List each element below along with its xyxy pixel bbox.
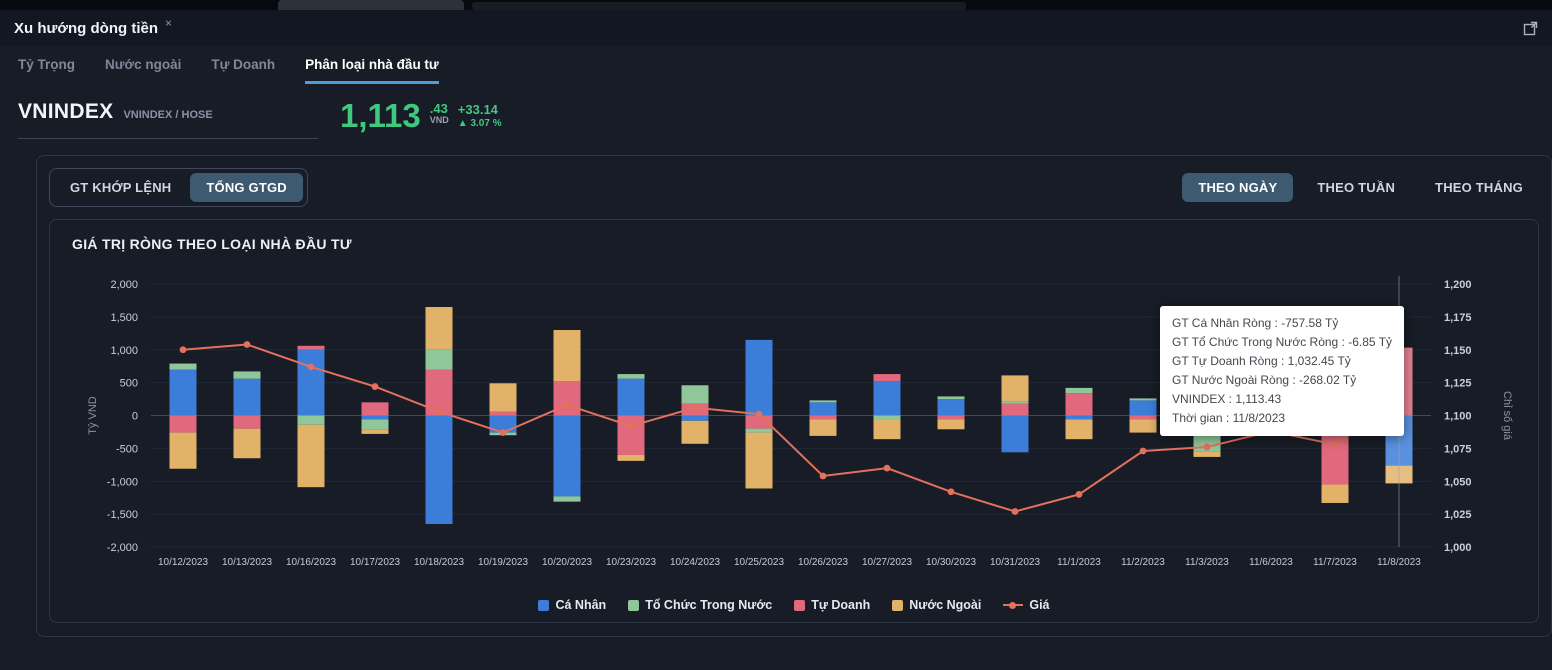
chart-legend: Cá Nhân Tổ Chức Trong Nước Tự Doanh Nước Ng… xyxy=(56,598,1532,612)
theo-ngay-button[interactable]: THEO NGÀY xyxy=(1182,173,1294,202)
legend-item[interactable]: Cá Nhân xyxy=(538,598,606,612)
gt-khop-lenh-button[interactable]: GT KHỚP LỆNH xyxy=(54,173,187,202)
svg-text:1,500: 1,500 xyxy=(110,312,138,324)
index-price-decimal: .43 xyxy=(429,101,448,116)
index-symbol-block: VNINDEX VNINDEX / HOSE xyxy=(18,100,318,139)
line-swatch xyxy=(1003,601,1024,609)
value-type-toggle: GT KHỚP LỆNH TỔNG GTGD xyxy=(49,168,308,207)
svg-text:1,000: 1,000 xyxy=(1444,542,1472,554)
svg-text:10/24/2023: 10/24/2023 xyxy=(670,557,720,568)
legend-label: Tổ Chức Trong Nước xyxy=(645,598,773,612)
svg-text:10/31/2023: 10/31/2023 xyxy=(990,557,1040,568)
browser-tab-remnant xyxy=(278,0,464,10)
subnav-ty-trong[interactable]: Tỷ Trọng xyxy=(18,57,75,72)
legend-swatch xyxy=(794,599,806,611)
svg-text:10/19/2023: 10/19/2023 xyxy=(478,557,528,568)
legend-swatch xyxy=(892,599,904,611)
svg-text:10/17/2023: 10/17/2023 xyxy=(350,557,400,568)
svg-text:-1,500: -1,500 xyxy=(107,509,138,521)
legend-item-price-line[interactable]: Giá xyxy=(1003,598,1050,612)
address-bar-remnant xyxy=(472,2,966,10)
app-tab-bar: Xu hướng dòng tiền × xyxy=(0,10,1552,46)
legend-item[interactable]: Tự Doanh xyxy=(794,598,870,612)
index-subtitle: VNINDEX / HOSE xyxy=(123,109,213,121)
period-toggle: THEO NGÀY THEO TUẦN THEO THÁNG xyxy=(1182,173,1539,202)
tab-money-flow-trend[interactable]: Xu hướng dòng tiền xyxy=(14,19,159,37)
svg-text:10/30/2023: 10/30/2023 xyxy=(926,557,976,568)
subnav: Tỷ Trọng Nước ngoài Tự Doanh Phân loại n… xyxy=(0,46,1552,84)
svg-text:1,050: 1,050 xyxy=(1444,476,1472,488)
svg-text:11/6/2023: 11/6/2023 xyxy=(1249,557,1293,568)
svg-text:-1,000: -1,000 xyxy=(107,476,138,488)
svg-text:0: 0 xyxy=(132,411,138,423)
legend-swatch xyxy=(538,599,550,611)
svg-text:1,200: 1,200 xyxy=(1444,279,1472,291)
legend-label: Nước Ngoài xyxy=(909,598,982,612)
svg-text:10/18/2023: 10/18/2023 xyxy=(414,557,464,568)
svg-text:1,125: 1,125 xyxy=(1444,378,1472,390)
tooltip-line: VNINDEX : 1,113.43 xyxy=(1172,391,1282,406)
svg-text:2,000: 2,000 xyxy=(110,279,138,291)
svg-text:1,000: 1,000 xyxy=(110,345,138,357)
svg-text:Chỉ số giá: Chỉ số giá xyxy=(1501,391,1513,441)
svg-text:11/8/2023: 11/8/2023 xyxy=(1377,557,1421,568)
index-header: VNINDEX VNINDEX / HOSE 1,113 .43 VND +33… xyxy=(18,97,1534,139)
svg-text:500: 500 xyxy=(120,378,138,390)
money-flow-panel: GT KHỚP LỆNH TỔNG GTGD THEO NGÀY THEO TU… xyxy=(36,155,1552,637)
close-icon[interactable]: × xyxy=(165,16,173,30)
index-price-block: 1,113 .43 VND +33.14 ▲ 3.07 % xyxy=(340,97,502,134)
svg-text:10/16/2023: 10/16/2023 xyxy=(286,557,336,568)
subnav-tu-doanh[interactable]: Tự Doanh xyxy=(211,57,276,72)
legend-item[interactable]: Tổ Chức Trong Nước xyxy=(628,598,772,612)
svg-text:10/20/2023: 10/20/2023 xyxy=(542,557,592,568)
svg-text:10/26/2023: 10/26/2023 xyxy=(798,557,848,568)
svg-text:10/27/2023: 10/27/2023 xyxy=(862,557,912,568)
popout-icon[interactable] xyxy=(1523,21,1538,36)
legend-label: Cá Nhân xyxy=(555,598,607,612)
legend-item[interactable]: Nước Ngoài xyxy=(892,598,981,612)
theo-thang-button[interactable]: THEO THÁNG xyxy=(1419,173,1539,202)
tooltip-line: GT Tổ Chức Trong Nước Ròng : -6.85 Tỷ xyxy=(1172,334,1393,349)
svg-text:1,150: 1,150 xyxy=(1444,345,1472,357)
svg-text:11/1/2023: 11/1/2023 xyxy=(1057,557,1101,568)
svg-text:-2,000: -2,000 xyxy=(107,542,138,554)
index-change-pct: ▲ 3.07 % xyxy=(457,117,502,129)
svg-text:10/25/2023: 10/25/2023 xyxy=(734,557,784,568)
legend-swatch xyxy=(628,599,640,611)
chart-controls: GT KHỚP LỆNH TỔNG GTGD THEO NGÀY THEO TU… xyxy=(49,168,1539,207)
svg-text:1,100: 1,100 xyxy=(1444,411,1472,423)
subnav-nuoc-ngoai[interactable]: Nước ngoài xyxy=(105,57,182,72)
tooltip-line: GT Tự Doanh Ròng : 1,032.45 Tỷ xyxy=(1172,353,1351,368)
svg-text:10/23/2023: 10/23/2023 xyxy=(606,557,656,568)
svg-text:1,025: 1,025 xyxy=(1444,509,1472,521)
index-currency: VND xyxy=(429,115,449,126)
tooltip-line: GT Nước Ngoài Ròng : -268.02 Tỷ xyxy=(1172,372,1357,387)
index-change: +33.14 xyxy=(457,102,498,117)
tooltip-line: GT Cá Nhân Ròng : -757.58 Tỷ xyxy=(1172,316,1339,330)
svg-text:-500: -500 xyxy=(116,443,138,455)
subnav-phan-loai-nha-dau-tu[interactable]: Phân loại nhà đầu tư xyxy=(305,57,439,84)
svg-text:10/13/2023: 10/13/2023 xyxy=(222,557,272,568)
index-symbol: VNINDEX xyxy=(18,100,114,123)
index-price: 1,113 xyxy=(340,97,421,134)
legend-label: Tự Doanh xyxy=(811,598,871,612)
investor-net-value-card: GIÁ TRỊ RÒNG THEO LOẠI NHÀ ĐẦU TƯ 2,000 1… xyxy=(49,219,1539,623)
tong-gtgd-button[interactable]: TỔNG GTGD xyxy=(190,173,303,202)
legend-label: Giá xyxy=(1029,598,1050,612)
theo-tuan-button[interactable]: THEO TUẦN xyxy=(1301,173,1411,202)
svg-text:11/2/2023: 11/2/2023 xyxy=(1121,557,1165,568)
chart-title: GIÁ TRỊ RÒNG THEO LOẠI NHÀ ĐẦU TƯ xyxy=(72,236,352,252)
svg-text:1,075: 1,075 xyxy=(1444,443,1472,455)
svg-text:11/3/2023: 11/3/2023 xyxy=(1185,557,1229,568)
svg-text:11/7/2023: 11/7/2023 xyxy=(1313,557,1357,568)
tooltip-line: Thời gian : 11/8/2023 xyxy=(1172,410,1286,425)
browser-chrome-strip xyxy=(0,0,1552,10)
svg-text:10/12/2023: 10/12/2023 xyxy=(158,557,208,568)
svg-text:Tỷ VND: Tỷ VND xyxy=(87,396,99,435)
chart-tooltip: GT Cá Nhân Ròng : -757.58 Tỷ GT Tổ Chức … xyxy=(1160,306,1405,436)
up-triangle-icon: ▲ xyxy=(457,117,468,129)
investor-net-value-chart[interactable]: 2,000 1,500 1,000 500 0 -500 -1,000 -1,500 -2,00… xyxy=(56,262,1516,574)
svg-text:1,175: 1,175 xyxy=(1444,312,1472,324)
